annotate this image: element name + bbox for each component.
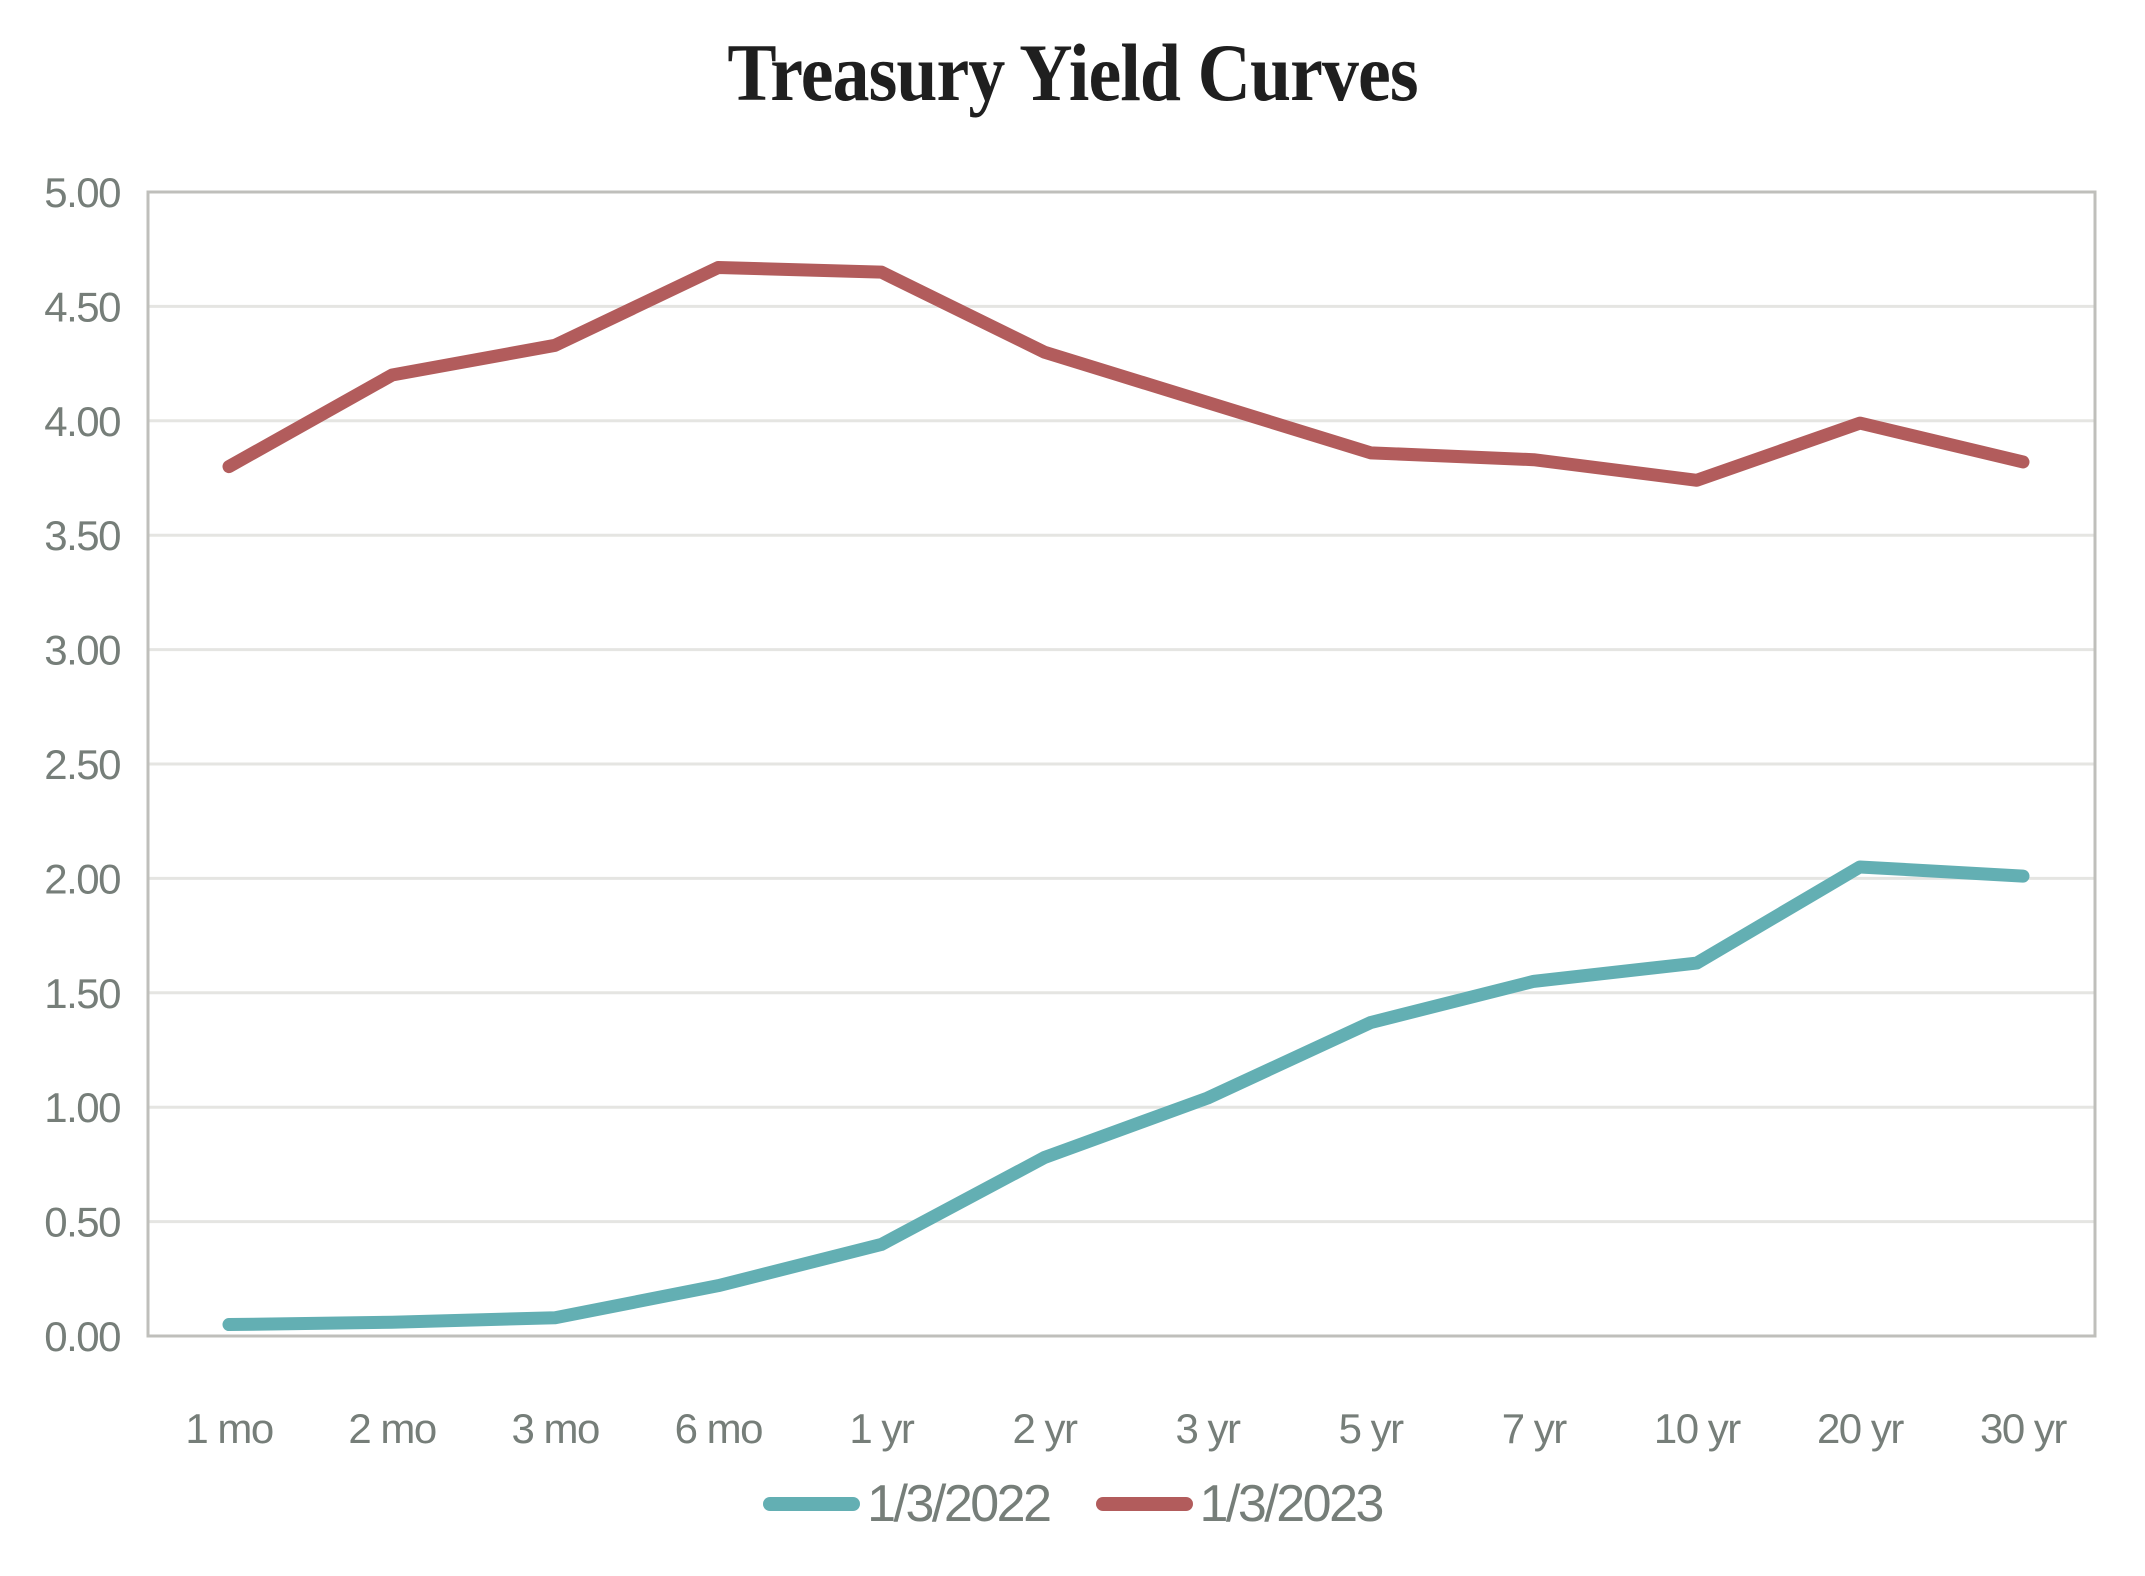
- legend-label-2023: 1/3/2023: [1199, 1475, 1385, 1533]
- x-tick-label: 5 yr: [1339, 1405, 1405, 1452]
- x-tick-label: 1 mo: [185, 1405, 273, 1452]
- x-tick-label: 10 yr: [1654, 1405, 1741, 1452]
- x-tick-label: 1 yr: [849, 1405, 915, 1452]
- legend-label-2022: 1/3/2022: [867, 1475, 1052, 1533]
- legend-swatch-2022: [763, 1497, 861, 1511]
- y-tick-label: 3.50: [44, 512, 120, 559]
- y-tick-label: 0.50: [44, 1199, 120, 1246]
- x-tick-label: 7 yr: [1502, 1405, 1568, 1452]
- y-tick-label: 4.50: [44, 283, 120, 330]
- y-tick-label: 0.00: [44, 1313, 120, 1360]
- x-tick-label: 3 yr: [1176, 1405, 1242, 1452]
- legend-item-2023: 1/3/2023: [1095, 1475, 1385, 1533]
- x-tick-label: 6 mo: [675, 1405, 763, 1452]
- y-tick-label: 3.00: [44, 627, 120, 674]
- chart-title-area: Treasury Yield Curves: [0, 26, 2145, 120]
- x-tick-label: 30 yr: [1980, 1405, 2067, 1452]
- plot-border: [146, 190, 2097, 1338]
- y-tick-label: 2.00: [44, 855, 120, 902]
- y-tick-label: 2.50: [44, 741, 120, 788]
- x-tick-label: 2 yr: [1012, 1405, 1078, 1452]
- series-line-1-3-2023: [222, 261, 2030, 487]
- y-tick-label: 1.00: [44, 1084, 120, 1131]
- series-line-1-3-2022: [222, 860, 2030, 1332]
- x-tick-label: 3 mo: [511, 1405, 599, 1452]
- y-tick-label: 1.50: [44, 970, 120, 1017]
- legend: 1/3/2022 1/3/2023: [0, 1478, 2145, 1530]
- y-tick-label: 5.00: [44, 169, 120, 216]
- legend-swatch-2023: [1095, 1497, 1193, 1511]
- legend-item-2022: 1/3/2022: [763, 1475, 1052, 1533]
- x-tick-label: 2 mo: [348, 1405, 436, 1452]
- chart-title: Treasury Yield Curves: [727, 27, 1418, 118]
- x-tick-label: 20 yr: [1817, 1405, 1904, 1452]
- y-tick-label: 4.00: [44, 398, 120, 445]
